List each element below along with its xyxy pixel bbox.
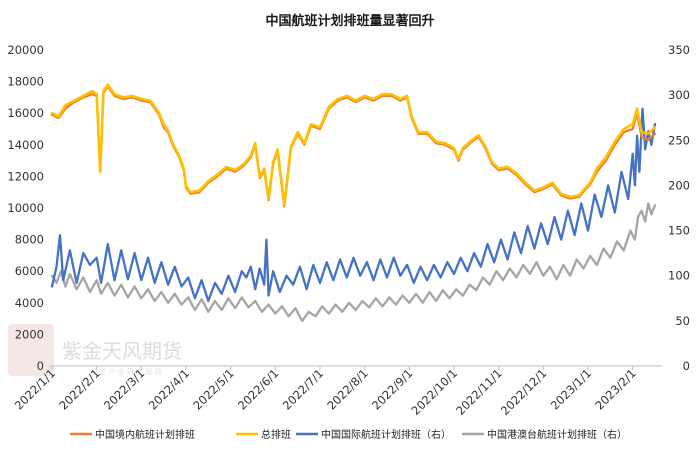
series-layer: [50, 83, 657, 323]
right-y-tick-label: 350: [668, 43, 690, 57]
chart-title: 中国航班计划排班量显著回升: [265, 13, 434, 29]
legend-label: 总排班: [261, 428, 291, 441]
total-series-line: [50, 83, 657, 207]
right-y-axis: 0 50 100 150 200 250 300 350: [668, 43, 690, 373]
watermark-subtext: 立 足 产 业 研 究 驱 动: [90, 367, 162, 376]
legend-item: 中国国际航班计划排班（右）: [296, 428, 451, 441]
x-tick-label: 2023/1/1: [548, 366, 594, 412]
hk-macau-taiwan-series-line: [50, 202, 657, 323]
legend-label: 中国国际航班计划排班（右）: [321, 428, 451, 441]
right-y-tick-label: 250: [668, 133, 690, 147]
left-y-tick-label: 10000: [7, 201, 44, 215]
left-y-tick-label: 14000: [7, 138, 44, 152]
x-tick-label: 2022/11/1: [453, 366, 505, 418]
left-y-tick-label: 18000: [7, 75, 44, 89]
domestic-series-line: [50, 85, 657, 208]
x-tick-label: 2022/7/1: [280, 366, 326, 412]
legend: 中国境内航班计划排班 总排班 中国国际航班计划排班（右） 中国港澳台航班计划排班（右）: [70, 428, 627, 441]
right-y-tick-label: 50: [675, 314, 690, 328]
legend-item: 总排班: [236, 428, 291, 441]
right-y-tick-label: 200: [668, 178, 690, 192]
x-tick-label: 2022/8/1: [324, 366, 370, 412]
watermark-logo: [8, 324, 54, 376]
x-tick-label: 2022/12/1: [498, 366, 550, 418]
legend-item: 中国境内航班计划排班: [70, 428, 195, 441]
right-y-tick-label: 300: [668, 88, 690, 102]
left-y-tick-label: 8000: [15, 233, 44, 247]
legend-label: 中国港澳台航班计划排班（右）: [487, 428, 627, 441]
left-y-tick-label: 0: [37, 359, 44, 373]
x-tick-label: 2022/9/1: [369, 366, 415, 412]
x-tick-label: 2022/5/1: [190, 366, 236, 412]
x-tick-label: 2022/10/1: [409, 366, 461, 418]
right-y-tick-label: 100: [668, 269, 690, 283]
international-series-line: [50, 107, 657, 303]
x-tick-label: 2023/2/1: [592, 366, 638, 412]
legend-item: 中国港澳台航班计划排班（右）: [462, 428, 627, 441]
left-y-axis: 0 2000 4000 6000 8000 10000 12000 14000 16000 180…: [7, 43, 44, 373]
watermark: 紫金天风期货 立 足 产 业 研 究 驱 动: [8, 324, 182, 376]
x-tick-label: 2022/6/1: [235, 366, 281, 412]
left-y-tick-label: 20000: [7, 43, 44, 57]
legend-label: 中国境内航班计划排班: [95, 428, 195, 441]
left-y-tick-label: 6000: [15, 264, 44, 278]
left-y-tick-label: 16000: [7, 106, 44, 120]
right-y-tick-label: 150: [668, 224, 690, 238]
watermark-text: 紫金天风期货: [62, 339, 182, 363]
left-y-tick-label: 2000: [15, 327, 44, 341]
left-y-tick-label: 12000: [7, 169, 44, 183]
x-tick-label: 2022/2/1: [56, 366, 102, 412]
left-y-tick-label: 4000: [15, 296, 44, 310]
right-y-tick-label: 0: [683, 359, 690, 373]
